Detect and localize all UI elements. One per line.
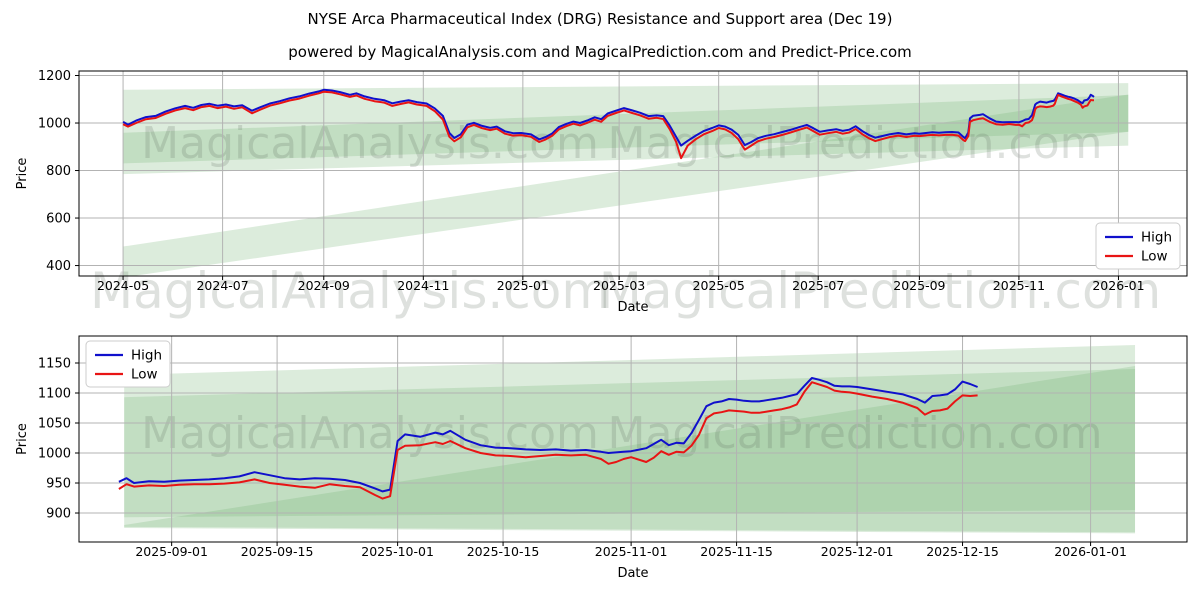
- low-line: [122, 90, 1094, 160]
- watermark-text: MagicalAnalysis.com: [141, 408, 599, 459]
- figure-title: NYSE Arca Pharmaceutical Index (DRG) Res…: [307, 10, 893, 28]
- legend-label: Low: [131, 367, 158, 383]
- y-tick-label: 400: [46, 259, 71, 274]
- support-resistance-band: [123, 94, 1129, 164]
- y-tick-label: 1200: [38, 69, 71, 84]
- detail-chart-plot-area: MagicalAnalysis.com MagicalPrediction.com: [79, 336, 1187, 542]
- y-axis-label: Price: [15, 423, 30, 455]
- legend: High Low: [1095, 222, 1181, 270]
- legend-label: High: [131, 348, 162, 364]
- watermark-text: MagicalPrediction.com: [599, 262, 1162, 320]
- x-tick-label: 2026-01: [1092, 278, 1144, 293]
- y-tick-label: 1150: [38, 357, 71, 372]
- figure-subtitle: powered by MagicalAnalysis.com and Magic…: [288, 43, 912, 61]
- low-line: [118, 381, 978, 500]
- y-tick-label: 1000: [38, 117, 71, 132]
- y-tick-label: 800: [46, 164, 71, 179]
- overview-chart-plot-area: MagicalAnalysis.com MagicalPrediction.com: [79, 71, 1187, 276]
- support-resistance-band: [123, 83, 1129, 175]
- plot-frame: [78, 335, 1188, 543]
- x-axis-label: Date: [617, 300, 648, 315]
- x-tick-label: 2025-11-01: [595, 544, 668, 559]
- legend-label: Low: [1141, 249, 1168, 265]
- y-tick-label: 950: [46, 477, 71, 492]
- legend: High Low: [85, 340, 171, 388]
- x-tick-label: 2025-09: [893, 278, 945, 293]
- x-tick-label: 2025-10-01: [361, 544, 434, 559]
- x-tick-label: 2024-07: [196, 278, 248, 293]
- y-tick-label: 600: [46, 212, 71, 227]
- x-tick-label: 2024-11: [397, 278, 449, 293]
- watermark-text: MagicalAnalysis.com: [141, 118, 599, 169]
- detail-chart: MagicalAnalysis.com MagicalPrediction.com…: [15, 335, 1188, 581]
- high-line: [122, 88, 1095, 147]
- x-tick-label: 2025-07: [792, 278, 844, 293]
- x-tick-label: 2024-09: [298, 278, 350, 293]
- watermark-text: MagicalAnalysis.com: [90, 262, 610, 320]
- legend-box: [1095, 222, 1181, 270]
- support-resistance-band: [124, 366, 1136, 534]
- y-tick-label: 1050: [38, 417, 71, 432]
- y-tick-label: 1100: [38, 387, 71, 402]
- x-tick-label: 2025-11-15: [700, 544, 773, 559]
- x-tick-label: 2026-01-01: [1054, 544, 1127, 559]
- x-tick-label: 2024-05: [97, 278, 149, 293]
- y-tick-label: 1000: [38, 447, 71, 462]
- x-tick-label: 2025-12-15: [926, 544, 999, 559]
- legend-label: High: [1141, 230, 1172, 246]
- high-line: [118, 377, 978, 493]
- plot-frame: [78, 70, 1188, 277]
- legend-box: [85, 340, 171, 388]
- x-tick-label: 2025-10-15: [467, 544, 540, 559]
- support-resistance-band: [124, 369, 1136, 518]
- x-tick-label: 2025-11: [993, 278, 1045, 293]
- x-tick-label: 2025-05: [693, 278, 745, 293]
- y-axis-label: Price: [15, 158, 30, 190]
- x-axis-label: Date: [617, 566, 648, 581]
- x-tick-label: 2025-09-01: [135, 544, 208, 559]
- y-tick-label: 900: [46, 507, 71, 522]
- overview-chart: MagicalAnalysis.com MagicalPrediction.com…: [15, 69, 1188, 315]
- x-tick-label: 2025-12-01: [821, 544, 894, 559]
- x-tick-label: 2025-03: [593, 278, 645, 293]
- x-tick-label: 2025-09-15: [241, 544, 314, 559]
- x-tick-label: 2025-01: [497, 278, 549, 293]
